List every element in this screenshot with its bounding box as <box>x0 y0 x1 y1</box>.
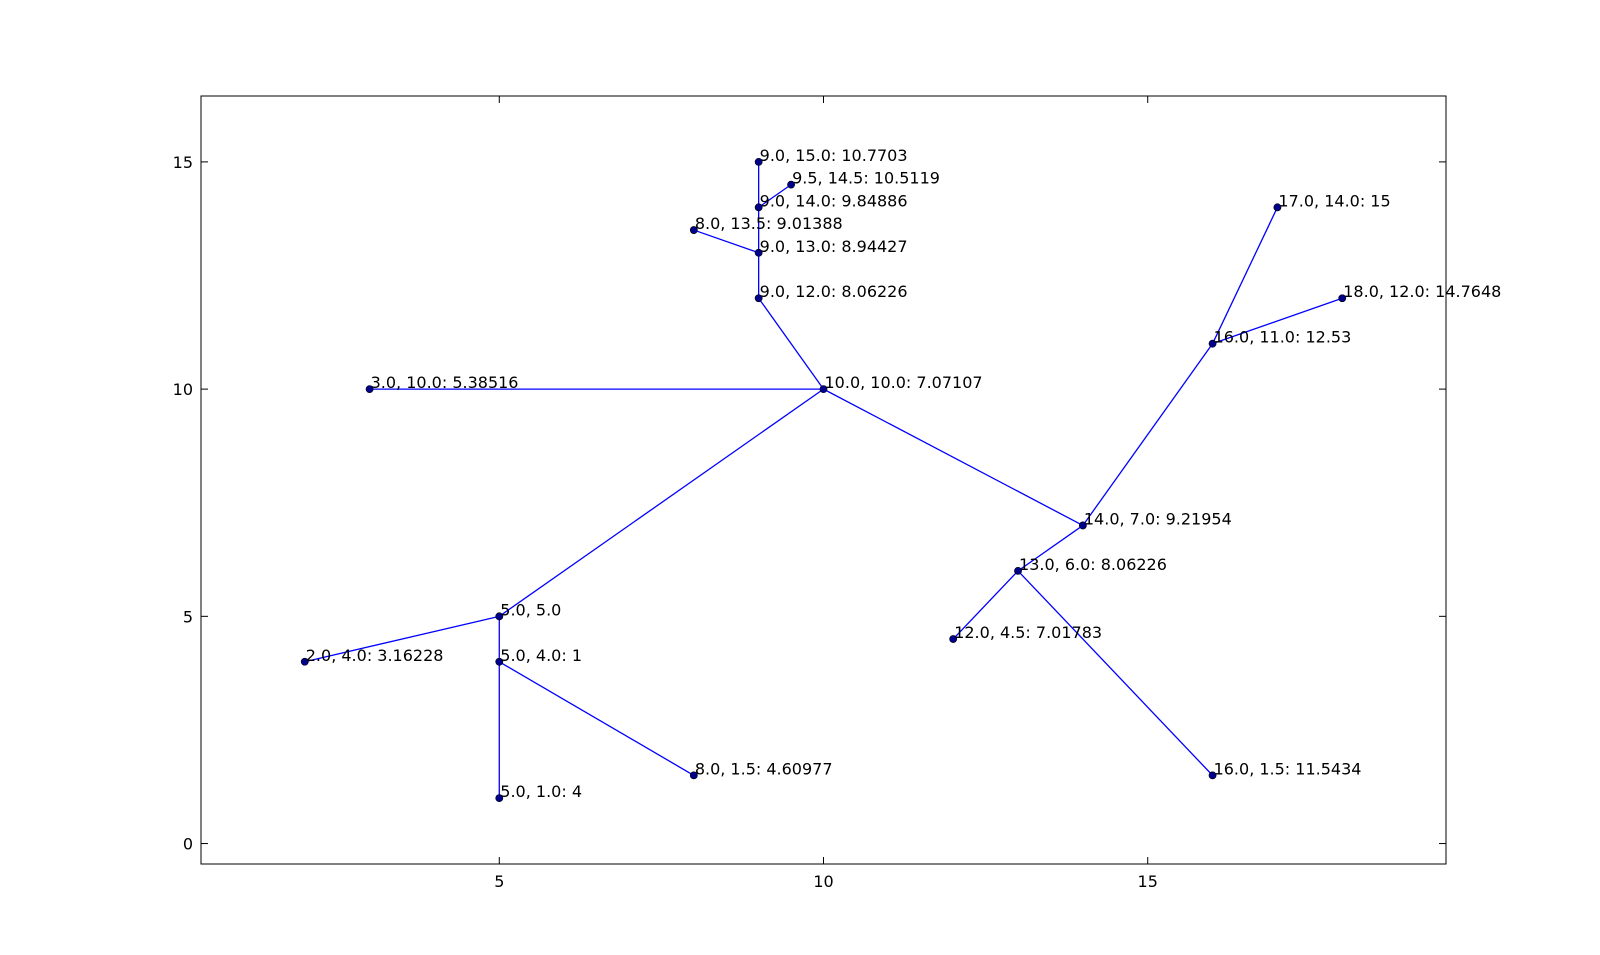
y-tick-label: 10 <box>173 380 193 399</box>
tree-edge <box>1212 297 1343 345</box>
data-point <box>1014 566 1022 575</box>
data-point <box>1208 771 1217 780</box>
data-point <box>754 248 763 257</box>
data-point <box>754 157 763 166</box>
data-point <box>1078 521 1087 530</box>
point-label: 16.0, 11.0: 12.53 <box>1214 328 1352 347</box>
edges-layer <box>304 161 1343 799</box>
point-label: 18.0, 12.0: 14.7648 <box>1343 282 1501 301</box>
data-point <box>819 385 828 394</box>
ticks-layer: 5 10 15 0 5 10 15 <box>173 96 1446 891</box>
point-label: 8.0, 1.5: 4.60977 <box>695 759 833 778</box>
point-label: 10.0, 10.0: 7.07107 <box>825 373 983 392</box>
data-point <box>495 794 504 803</box>
data-point <box>365 385 374 394</box>
tree-edge <box>758 297 825 390</box>
data-point <box>1273 203 1282 212</box>
y-tick-label: 0 <box>183 835 193 854</box>
data-point <box>787 180 795 189</box>
data-point <box>689 226 698 234</box>
data-point <box>949 635 958 643</box>
point-label: 12.0, 4.5: 7.01783 <box>954 623 1102 642</box>
tree-edge <box>823 388 1084 527</box>
tree-edge <box>498 661 695 776</box>
point-label: 9.5, 14.5: 10.5119 <box>792 169 940 188</box>
data-point <box>754 294 763 303</box>
data-point <box>1208 339 1217 348</box>
y-tick-label: 5 <box>183 607 193 626</box>
y-tick-label: 15 <box>173 153 193 172</box>
points-layer <box>300 157 1347 803</box>
tree-edge <box>1211 207 1278 344</box>
x-tick-label: 10 <box>813 872 833 891</box>
plot-frame <box>200 95 1447 865</box>
point-label: 5.0, 1.0: 4 <box>500 782 582 801</box>
x-tick-label: 15 <box>1138 872 1158 891</box>
point-label: 16.0, 1.5: 11.5434 <box>1214 759 1362 778</box>
tree-edge <box>693 229 759 254</box>
tree-edge <box>498 388 824 617</box>
tree-edge <box>758 184 792 208</box>
tree-edge <box>1017 524 1084 572</box>
data-point <box>495 657 504 666</box>
tree-edge <box>952 570 1019 640</box>
data-point <box>495 612 504 621</box>
point-label: 17.0, 14.0: 15 <box>1278 191 1390 210</box>
point-label: 9.0, 13.0: 8.94427 <box>760 237 908 256</box>
point-label: 5.0, 5.0 <box>500 600 561 619</box>
point-label: 13.0, 6.0: 8.06226 <box>1019 555 1167 574</box>
point-label: 9.0, 12.0: 8.06226 <box>760 282 908 301</box>
point-label: 9.0, 14.0: 9.84886 <box>760 191 908 210</box>
tree-edge <box>1082 343 1214 526</box>
point-label: 8.0, 13.5: 9.01388 <box>695 214 843 233</box>
point-label: 3.0, 10.0: 5.38516 <box>371 373 519 392</box>
point-label: 5.0, 4.0: 1 <box>500 646 582 665</box>
point-label: 2.0, 4.0: 3.16228 <box>306 646 444 665</box>
labels-layer: 5.0, 5.0 5.0, 4.0: 1 5.0, 1.0: 4 2.0, 4.0: … <box>306 146 1502 801</box>
point-label: 9.0, 15.0: 10.7703 <box>760 146 908 165</box>
point-label: 14.0, 7.0: 9.21954 <box>1084 509 1232 528</box>
tree-edge <box>1017 570 1214 776</box>
data-point <box>300 657 309 666</box>
data-point <box>1338 294 1347 303</box>
x-tick-label: 5 <box>494 872 504 891</box>
data-point <box>689 771 698 780</box>
tree-edge <box>304 615 500 663</box>
data-point <box>754 203 763 212</box>
